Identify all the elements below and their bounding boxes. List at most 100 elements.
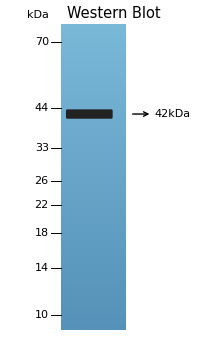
Bar xyxy=(61,79,125,80)
Bar xyxy=(61,187,125,188)
Bar xyxy=(61,240,125,241)
Bar xyxy=(61,185,125,186)
Bar xyxy=(61,107,125,108)
Bar xyxy=(61,281,125,282)
Bar xyxy=(61,127,125,128)
Bar xyxy=(61,186,125,187)
Bar xyxy=(61,35,125,36)
Bar xyxy=(61,239,125,240)
Text: 10: 10 xyxy=(35,310,48,320)
Bar xyxy=(61,276,125,277)
Bar xyxy=(61,265,125,266)
Bar xyxy=(61,244,125,245)
Bar xyxy=(61,40,125,41)
Bar xyxy=(61,132,125,133)
Bar xyxy=(61,273,125,274)
Bar xyxy=(61,188,125,189)
Bar xyxy=(61,229,125,230)
Bar xyxy=(61,200,125,201)
Bar xyxy=(61,124,125,125)
Bar xyxy=(61,280,125,281)
Bar xyxy=(61,74,125,75)
Bar xyxy=(61,288,125,289)
Bar xyxy=(61,157,125,158)
Bar xyxy=(61,226,125,227)
Bar xyxy=(61,147,125,148)
Bar xyxy=(61,130,125,131)
Bar xyxy=(61,73,125,74)
Bar xyxy=(61,171,125,172)
Bar xyxy=(61,167,125,168)
Bar xyxy=(61,294,125,296)
Bar xyxy=(61,105,125,107)
Bar xyxy=(61,199,125,200)
Bar xyxy=(61,36,125,37)
Bar xyxy=(61,269,125,270)
Bar xyxy=(61,174,125,175)
Bar xyxy=(61,77,125,78)
Bar xyxy=(61,84,125,85)
Bar xyxy=(61,27,125,28)
Bar xyxy=(61,287,125,288)
Bar xyxy=(61,228,125,229)
Bar xyxy=(61,118,125,119)
Bar xyxy=(61,103,125,104)
Bar xyxy=(61,121,125,122)
Bar xyxy=(61,300,125,301)
Bar xyxy=(61,201,125,202)
Bar xyxy=(61,286,125,287)
Bar xyxy=(61,98,125,99)
Bar xyxy=(61,60,125,61)
Bar xyxy=(61,247,125,248)
Bar xyxy=(61,140,125,141)
Bar xyxy=(61,26,125,27)
Bar xyxy=(61,198,125,199)
Bar xyxy=(61,158,125,159)
Text: 14: 14 xyxy=(34,263,48,273)
Bar xyxy=(61,316,125,317)
Bar xyxy=(61,258,125,259)
Bar xyxy=(61,325,125,326)
Bar xyxy=(61,297,125,298)
Bar xyxy=(61,28,125,29)
Bar xyxy=(61,55,125,56)
Bar xyxy=(61,144,125,145)
Bar xyxy=(61,87,125,88)
Bar xyxy=(61,176,125,178)
Bar xyxy=(61,154,125,155)
Bar xyxy=(61,241,125,242)
Bar xyxy=(61,319,125,320)
Bar xyxy=(61,82,125,83)
Bar xyxy=(61,296,125,297)
Bar xyxy=(61,291,125,292)
Bar xyxy=(61,46,125,47)
Bar xyxy=(61,233,125,234)
Bar xyxy=(61,217,125,218)
Bar xyxy=(61,254,125,255)
Text: Western Blot: Western Blot xyxy=(66,5,160,21)
Bar xyxy=(61,159,125,160)
Bar xyxy=(61,271,125,272)
Bar xyxy=(61,145,125,146)
Bar xyxy=(61,146,125,147)
Bar xyxy=(61,38,125,39)
Bar xyxy=(61,96,125,97)
Bar xyxy=(61,329,125,330)
Bar xyxy=(61,223,125,225)
Bar xyxy=(61,160,125,161)
Bar xyxy=(61,289,125,290)
Bar xyxy=(61,57,125,58)
Bar xyxy=(61,313,125,314)
Bar xyxy=(61,141,125,142)
Bar xyxy=(61,205,125,206)
Bar xyxy=(61,133,125,134)
Bar xyxy=(61,293,125,294)
Bar xyxy=(61,220,125,221)
Bar xyxy=(61,113,125,114)
Bar xyxy=(61,69,125,70)
Bar xyxy=(61,216,125,217)
Bar xyxy=(61,120,125,121)
Bar xyxy=(61,196,125,197)
Bar xyxy=(61,257,125,258)
Bar xyxy=(61,25,125,26)
